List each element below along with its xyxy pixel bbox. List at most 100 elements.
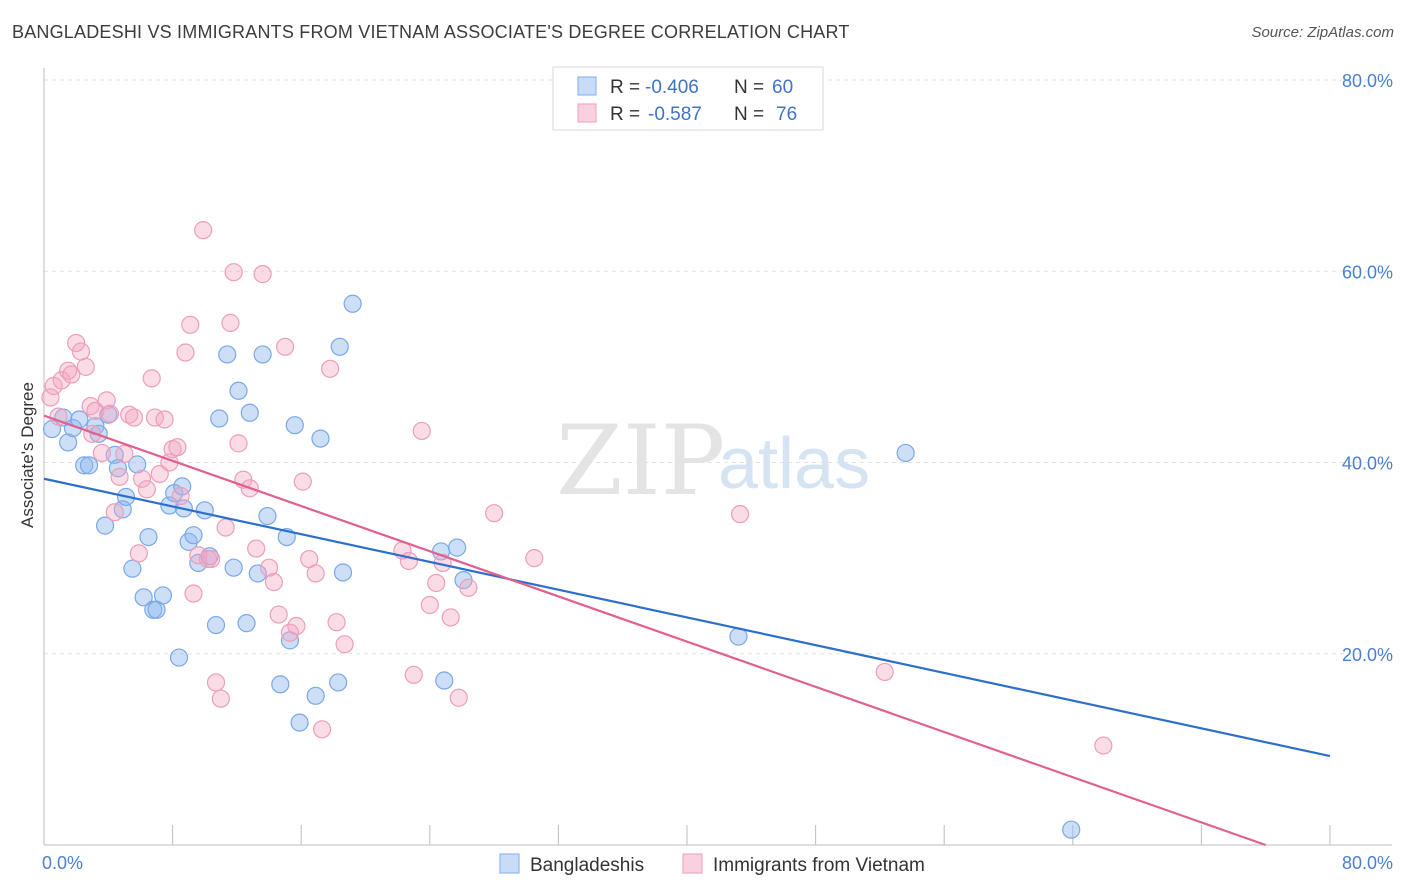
point-series1-39 <box>253 345 272 364</box>
point-series2-6 <box>67 333 86 353</box>
trend-line-series2 <box>43 414 1267 847</box>
tick-labels: 20.0% 40.0% 60.0% 80.0% 0.0% 80.0% <box>42 71 1393 873</box>
point-series2-62 <box>404 665 423 684</box>
legend-n-label-1: N = <box>734 77 764 98</box>
point-series2-18 <box>124 408 144 427</box>
point-series2-45 <box>247 539 266 558</box>
point-series2-72 <box>730 505 750 524</box>
point-series1-33 <box>218 345 237 364</box>
point-series2-25 <box>155 410 174 429</box>
point-series2-7 <box>71 342 91 361</box>
point-series1-58 <box>1062 820 1081 839</box>
point-series1-37 <box>240 403 259 422</box>
point-series2-52 <box>287 616 306 636</box>
y-tick-label-3: 80.0% <box>1342 71 1393 91</box>
point-series1-15 <box>123 559 142 578</box>
point-series2-10 <box>86 401 105 420</box>
watermark-zip: ZIP <box>556 405 725 517</box>
point-series1-45 <box>290 713 309 732</box>
point-series2-48 <box>264 572 283 592</box>
y-axis-label: Associate's Degree <box>18 382 37 528</box>
legend-swatch-bangladeshis <box>577 76 597 96</box>
point-series2-64 <box>420 595 439 615</box>
point-series2-41 <box>224 263 243 282</box>
y-tick-label-0: 20.0% <box>1342 645 1393 665</box>
point-series1-34 <box>224 558 243 577</box>
point-series2-42 <box>229 434 248 453</box>
point-series2-46 <box>253 265 272 284</box>
point-series1-40 <box>258 506 277 526</box>
point-series2-71 <box>525 549 544 568</box>
x-tick-label-1: 80.0% <box>1342 853 1393 873</box>
point-series2-55 <box>306 564 325 583</box>
point-series1-49 <box>333 563 353 582</box>
point-series1-36 <box>237 614 256 633</box>
point-series2-49 <box>269 605 288 624</box>
series-legend: Bangladeshis Immigrants from Vietnam <box>499 853 925 876</box>
gridlines <box>44 79 1392 655</box>
point-series2-53 <box>293 472 312 491</box>
point-series2-15 <box>110 467 129 486</box>
point-series2-31 <box>181 315 200 334</box>
trend-lines <box>43 414 1331 847</box>
point-series2-57 <box>321 359 340 378</box>
point-series1-47 <box>311 429 330 448</box>
bottom-legend-bangladeshis: Bangladeshis <box>530 855 644 876</box>
point-series2-65 <box>427 573 446 593</box>
legend-r-label-1: R = <box>610 77 640 98</box>
legend-r-value-2: -0.587 <box>648 104 702 125</box>
point-series2-3 <box>52 371 71 390</box>
point-series1-2 <box>59 433 78 452</box>
trend-line-series1 <box>43 477 1331 758</box>
stats-legend: R = -0.406 N = 60 R = -0.587 N = 76 <box>552 66 824 131</box>
bottom-legend-swatch-vietnam <box>682 853 703 874</box>
point-series1-31 <box>206 615 226 635</box>
legend-swatch-vietnam <box>577 103 597 123</box>
point-series1-54 <box>448 538 467 557</box>
point-series2-11 <box>92 443 111 463</box>
point-series1-5 <box>75 456 94 475</box>
point-series2-12 <box>97 391 116 410</box>
point-series2-0 <box>41 388 60 407</box>
y-tick-label-1: 40.0% <box>1342 454 1393 474</box>
source-credit: Source: ZipAtlas.com <box>1251 24 1394 41</box>
point-series2-5 <box>62 365 81 384</box>
point-series2-63 <box>412 421 431 441</box>
point-series2-75 <box>83 424 102 443</box>
point-series1-46 <box>306 686 325 705</box>
point-series1-57 <box>896 443 915 463</box>
point-series2-37 <box>206 673 226 692</box>
point-series2-17 <box>120 405 139 424</box>
point-series2-50 <box>276 337 295 356</box>
point-series2-69 <box>459 578 478 597</box>
point-series1-17 <box>134 588 153 607</box>
point-series2-14 <box>105 503 124 522</box>
point-series1-51 <box>343 294 362 313</box>
point-series2-56 <box>312 720 332 739</box>
point-series2-51 <box>280 623 300 642</box>
point-series2-32 <box>184 584 203 603</box>
point-series2-70 <box>485 504 504 523</box>
chart-title: BANGLADESHI VS IMMIGRANTS FROM VIETNAM A… <box>12 22 850 42</box>
point-series2-34 <box>194 221 213 240</box>
point-series2-22 <box>142 369 161 388</box>
point-series2-74 <box>1094 736 1113 755</box>
y-tick-label-2: 60.0% <box>1342 262 1393 282</box>
point-series2-30 <box>176 343 195 362</box>
legend-n-value-2: 76 <box>776 104 797 125</box>
stats-legend-frame <box>552 66 824 131</box>
point-series1-41 <box>271 675 290 694</box>
axes <box>43 68 1392 846</box>
point-series2-40 <box>221 313 240 332</box>
point-series1-6 <box>79 456 99 475</box>
point-series2-47 <box>259 558 279 577</box>
point-series2-8 <box>76 357 95 376</box>
point-series2-58 <box>327 613 346 632</box>
point-series1-16 <box>128 455 147 474</box>
point-series1-27 <box>184 526 203 545</box>
point-series2-68 <box>449 688 468 707</box>
x-tick-label-0: 0.0% <box>42 853 83 873</box>
point-series2-73 <box>875 662 894 682</box>
point-series1-24 <box>169 648 189 667</box>
